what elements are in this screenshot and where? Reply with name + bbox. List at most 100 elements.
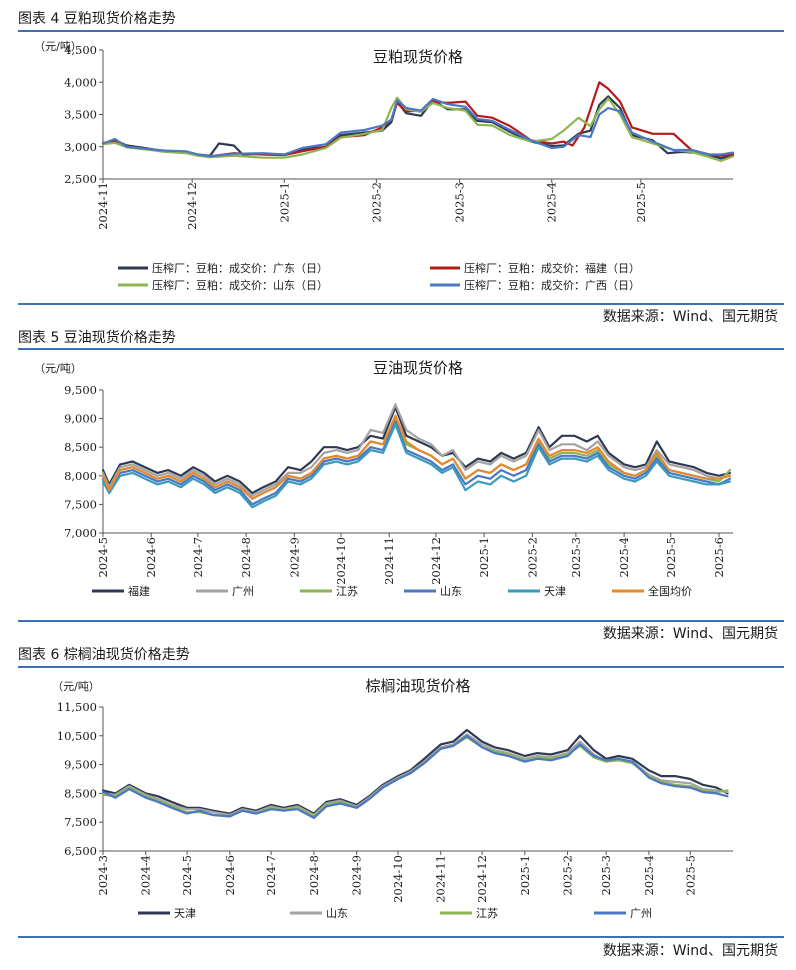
caption-rule bbox=[18, 666, 784, 668]
y-tick-label: 2,500 bbox=[64, 172, 97, 186]
y-tick-label: 3,000 bbox=[64, 140, 97, 154]
x-tick-label: 2024-12 bbox=[429, 537, 443, 585]
x-tick-label: 2024-4 bbox=[139, 855, 153, 895]
y-tick-label: 8,500 bbox=[64, 440, 97, 454]
x-tick-label: 2025-4 bbox=[545, 182, 559, 222]
y-axis-unit-label: （元/吨） bbox=[34, 362, 82, 375]
x-tick-label: 2025-1 bbox=[518, 855, 532, 895]
y-tick-label: 8,000 bbox=[64, 469, 97, 483]
legend-label: 山东 bbox=[440, 585, 462, 598]
y-tick-label: 9,000 bbox=[64, 412, 97, 426]
x-tick-label: 2024-11 bbox=[434, 855, 448, 903]
y-tick-label: 3,500 bbox=[64, 108, 97, 122]
legend-label: 天津 bbox=[174, 907, 196, 920]
x-tick-label: 2025-2 bbox=[525, 537, 539, 577]
y-tick-label: 7,500 bbox=[64, 497, 97, 511]
y-tick-label: 7,000 bbox=[64, 526, 97, 540]
x-tick-label: 2025-4 bbox=[617, 537, 631, 577]
legend-label: 压榨厂：豆粕：成交价：山东（日） bbox=[152, 278, 328, 292]
legend-label: 福建 bbox=[128, 584, 150, 598]
legend-label: 压榨厂：豆粕：成交价：广东（日） bbox=[152, 261, 328, 275]
x-tick-label: 2025-5 bbox=[634, 182, 648, 222]
data-source: 数据来源：Wind、国元期货 bbox=[602, 626, 778, 642]
x-tick-label: 2024-12 bbox=[185, 182, 199, 230]
x-tick-label: 2024-5 bbox=[180, 855, 194, 895]
x-tick-label: 2025-5 bbox=[664, 537, 678, 577]
source-rule bbox=[18, 303, 784, 305]
y-tick-label: 10,500 bbox=[57, 729, 97, 743]
series-line-2 bbox=[101, 81, 735, 158]
legend-label: 广州 bbox=[630, 907, 652, 920]
series-line-3 bbox=[101, 736, 729, 818]
y-tick-label: 6,500 bbox=[64, 844, 97, 858]
series-line-2 bbox=[101, 403, 731, 497]
x-tick-label: 2024-3 bbox=[96, 855, 110, 895]
data-source: 数据来源：Wind、国元期货 bbox=[602, 309, 778, 325]
series-line-5 bbox=[101, 423, 731, 509]
y-tick-label: 7,500 bbox=[64, 815, 97, 829]
x-tick-label: 2025-2 bbox=[369, 182, 383, 222]
series-line-6 bbox=[101, 414, 731, 500]
y-axis-unit-label: （元/吨） bbox=[52, 680, 100, 693]
x-tick-label: 2024-6 bbox=[223, 855, 237, 895]
source-rule bbox=[18, 620, 784, 622]
x-tick-label: 2025-2 bbox=[561, 855, 575, 895]
y-tick-label: 9,500 bbox=[64, 383, 97, 397]
chart-title: 豆粕现货价格 bbox=[373, 48, 463, 66]
x-tick-label: 2024-8 bbox=[307, 855, 321, 895]
legend-label: 压榨厂：豆粕：成交价：福建（日） bbox=[464, 261, 640, 275]
chart-title: 棕榈油现货价格 bbox=[365, 677, 470, 695]
series-line-1 bbox=[101, 95, 735, 160]
chart-soymeal: 豆粕现货价格 （元/吨） 2,500 3,000 3,500 4,000 4,500 2024… bbox=[34, 40, 735, 292]
x-tick-label: 2025-1 bbox=[277, 182, 291, 222]
series-line-4 bbox=[101, 734, 729, 819]
series-line-1 bbox=[101, 406, 731, 495]
y-tick-label: 8,500 bbox=[64, 786, 97, 800]
x-tick-label: 2025-3 bbox=[569, 537, 583, 577]
x-tick-label: 2025-1 bbox=[477, 537, 491, 577]
series-line-2 bbox=[101, 733, 729, 817]
legend-label: 天津 bbox=[544, 585, 566, 598]
series-line-1 bbox=[101, 728, 729, 815]
x-tick-label: 2025-3 bbox=[599, 855, 613, 895]
legend-label: 江苏 bbox=[336, 585, 358, 598]
figure-caption: 图表 4 豆粕现货价格走势 bbox=[18, 11, 176, 27]
x-tick-label: 2024-11 bbox=[96, 182, 110, 230]
caption-rule bbox=[18, 348, 784, 350]
series-line-4 bbox=[101, 97, 735, 158]
legend-label: 山东 bbox=[326, 907, 348, 920]
x-tick-label: 2024-12 bbox=[475, 855, 489, 903]
x-tick-label: 2025-5 bbox=[683, 855, 697, 895]
x-tick-label: 2025-3 bbox=[453, 182, 467, 222]
x-tick-label: 2025-4 bbox=[642, 855, 656, 895]
x-tick-label: 2024-9 bbox=[287, 537, 301, 577]
figure-caption: 图表 5 豆油现货价格走势 bbox=[18, 330, 176, 346]
x-tick-label: 2024-9 bbox=[350, 855, 364, 895]
x-tick-label: 2024-5 bbox=[96, 537, 110, 577]
y-tick-label: 4,000 bbox=[64, 75, 97, 89]
y-tick-label: 4,500 bbox=[64, 43, 97, 57]
source-rule bbox=[18, 936, 784, 938]
x-tick-label: 2025-6 bbox=[712, 537, 726, 577]
y-tick-label: 9,500 bbox=[64, 758, 97, 772]
series-line-4 bbox=[101, 420, 731, 506]
x-tick-label: 2024-10 bbox=[391, 855, 405, 903]
chart-title: 豆油现货价格 bbox=[373, 359, 463, 377]
legend-label: 全国均价 bbox=[648, 584, 692, 598]
x-tick-label: 2024-11 bbox=[382, 537, 396, 585]
x-tick-label: 2024-7 bbox=[191, 537, 205, 577]
x-tick-label: 2024-7 bbox=[264, 855, 278, 895]
y-axis-unit-label: （元/吨） bbox=[34, 40, 82, 53]
legend-label: 压榨厂：豆粕：成交价：广西（日） bbox=[464, 278, 640, 292]
x-tick-label: 2024-8 bbox=[239, 537, 253, 577]
data-source: 数据来源：Wind、国元期货 bbox=[602, 943, 778, 959]
chart-palmoil: 棕榈油现货价格 （元/吨） 6,500 7,500 8,500 9,500 10,500 11… bbox=[52, 677, 733, 920]
caption-rule bbox=[18, 30, 784, 32]
x-tick-label: 2024-10 bbox=[334, 537, 348, 585]
chart-soyoil: 豆油现货价格 （元/吨） 7,000 7,500 8,000 8,500 9,000 9,50… bbox=[34, 359, 733, 598]
legend-label: 江苏 bbox=[476, 907, 498, 920]
y-tick-label: 11,500 bbox=[57, 700, 97, 714]
figure-caption: 图表 6 棕榈油现货价格走势 bbox=[18, 647, 190, 663]
legend-label: 广州 bbox=[232, 585, 254, 598]
x-tick-label: 2024-6 bbox=[144, 537, 158, 577]
